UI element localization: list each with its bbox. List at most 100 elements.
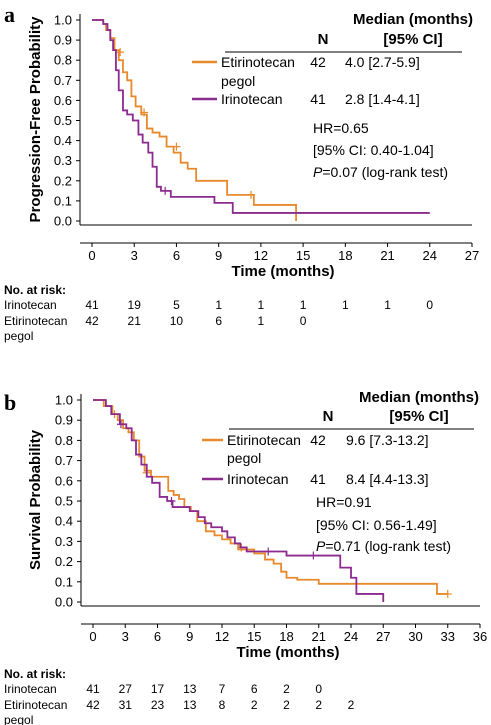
at-risk-value: 10 xyxy=(170,314,184,328)
at-risk-value: 23 xyxy=(151,698,165,712)
legend-median: 4.0 [2.7-5.9] xyxy=(345,54,420,70)
x-tick-label: 6 xyxy=(173,248,180,263)
legend-header: Median (months) xyxy=(353,11,473,28)
legend-series-name-line2: pegol xyxy=(221,73,255,89)
x-tick-label: 3 xyxy=(131,248,138,263)
at-risk-row-label: Etirinotecan xyxy=(4,314,67,328)
x-tick-label: 24 xyxy=(344,629,358,644)
at-risk-value: 1 xyxy=(342,298,349,312)
x-tick-label: 36 xyxy=(473,629,487,644)
censor-mark xyxy=(443,589,452,598)
panel-b: b0.00.10.20.30.40.50.60.70.80.91.00 3 6 9 12… xyxy=(4,389,487,725)
y-tick-label: 0.5 xyxy=(54,113,72,128)
x-tick-label: 9 xyxy=(186,629,193,644)
legend-median: 2.8 [1.4-4.1] xyxy=(345,91,420,107)
y-tick-label: 0.2 xyxy=(55,554,73,569)
x-tick-label: 9 xyxy=(215,248,222,263)
panel-a: a0.00.10.20.30.40.50.60.70.80.91.00 3 6 9 12… xyxy=(4,2,479,343)
y-tick-label: 0.0 xyxy=(55,595,73,610)
at-risk-value: 2 xyxy=(283,682,290,696)
x-tick-label: 12 xyxy=(254,248,268,263)
km-curve-etirinotecan xyxy=(92,19,297,221)
legend-series-name: Irinotecan xyxy=(221,91,282,107)
x-tick-label: 21 xyxy=(312,629,326,644)
legend-median: 8.4 [4.4-13.3] xyxy=(346,471,429,487)
at-risk-value: 21 xyxy=(128,314,142,328)
legend-series-name: Irinotecan xyxy=(227,471,288,487)
legend-series-name: Etirinotecan xyxy=(221,54,295,70)
legend-ci-header: [95% CI] xyxy=(389,408,448,425)
x-tick-label: 21 xyxy=(380,248,394,263)
x-tick-label: 18 xyxy=(338,248,352,263)
km-curve-irinotecan xyxy=(92,19,430,214)
y-tick-label: 0.4 xyxy=(55,514,73,529)
at-risk-value: 2 xyxy=(348,698,355,712)
x-axis-label: Time (months) xyxy=(236,644,339,661)
legend-n: 42 xyxy=(310,432,326,448)
at-risk-value: 1 xyxy=(300,298,307,312)
y-tick-label: 0.2 xyxy=(54,173,72,188)
at-risk-value: 0 xyxy=(300,314,307,328)
y-tick-label: 1.0 xyxy=(54,13,72,28)
x-tick-label: 0 xyxy=(88,248,95,263)
x-tick-label: 27 xyxy=(465,248,479,263)
x-tick-label: 12 xyxy=(215,629,229,644)
at-risk-value: 1 xyxy=(384,298,391,312)
y-tick-label: 0.7 xyxy=(55,453,73,468)
at-risk-value: 41 xyxy=(85,298,99,312)
at-risk-value: 1 xyxy=(258,298,265,312)
y-tick-label: 0.8 xyxy=(55,433,73,448)
km-curve-irinotecan xyxy=(93,399,385,602)
censor-mark xyxy=(116,48,125,57)
censor-mark xyxy=(172,142,181,151)
legend-n-header: N xyxy=(323,408,334,425)
x-tick-label: 30 xyxy=(408,629,422,644)
y-tick-label: 0.4 xyxy=(54,133,72,148)
y-tick-label: 1.0 xyxy=(55,393,73,408)
panel-letter: a xyxy=(4,2,15,27)
legend-median: 9.6 [7.3-13.2] xyxy=(346,432,429,448)
at-risk-value: 41 xyxy=(86,682,100,696)
at-risk-value: 0 xyxy=(315,682,322,696)
at-risk-value: 7 xyxy=(219,682,226,696)
y-tick-label: 0.1 xyxy=(54,193,72,208)
at-risk-value: 6 xyxy=(215,314,222,328)
at-risk-row-label: Irinotecan xyxy=(4,682,57,696)
hazard-ratio: HR=0.91 xyxy=(316,494,372,510)
y-tick-label: 0.0 xyxy=(54,214,72,229)
at-risk-value: 31 xyxy=(119,698,133,712)
y-tick-label: 0.6 xyxy=(54,93,72,108)
at-risk-value: 6 xyxy=(251,682,258,696)
at-risk-value: 42 xyxy=(85,314,99,328)
at-risk-value: 42 xyxy=(86,698,100,712)
at-risk-value: 2 xyxy=(283,698,290,712)
at-risk-value: 0 xyxy=(426,298,433,312)
legend-n: 42 xyxy=(310,54,326,70)
y-tick-label: 0.8 xyxy=(54,53,72,68)
hazard-ratio-ci: [95% CI: 0.40-1.04] xyxy=(313,142,434,158)
at-risk-value: 5 xyxy=(173,298,180,312)
x-tick-label: 15 xyxy=(247,629,261,644)
censor-mark xyxy=(167,497,176,505)
at-risk-value: 2 xyxy=(315,698,322,712)
at-risk-value: 17 xyxy=(151,682,165,696)
censor-mark xyxy=(264,547,273,556)
y-tick-label: 0.7 xyxy=(54,73,72,88)
at-risk-value: 13 xyxy=(183,698,197,712)
at-risk-row-label-line2: pegol xyxy=(4,713,33,725)
p-value: P=0.71 (log-rank test) xyxy=(316,538,451,554)
x-tick-label: 33 xyxy=(441,629,455,644)
at-risk-value: 19 xyxy=(128,298,142,312)
panel-letter: b xyxy=(4,390,16,415)
at-risk-row-label-line2: pegol xyxy=(4,329,33,343)
y-tick-label: 0.3 xyxy=(54,153,72,168)
y-tick-label: 0.5 xyxy=(55,494,73,509)
x-tick-label: 6 xyxy=(154,629,161,644)
x-tick-label: 3 xyxy=(122,629,129,644)
at-risk-value: 1 xyxy=(258,314,265,328)
legend-n: 41 xyxy=(310,91,326,107)
censor-mark xyxy=(116,420,125,429)
hazard-ratio-ci: [95% CI: 0.56-1.49] xyxy=(316,517,437,533)
legend-n: 41 xyxy=(310,471,326,487)
censor-mark xyxy=(161,186,170,195)
